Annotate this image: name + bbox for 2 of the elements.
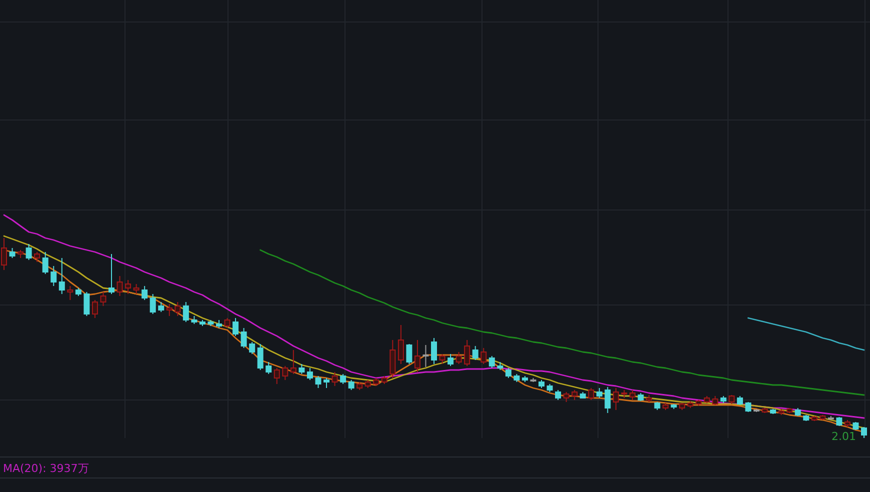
annotation: 2.01 <box>832 430 856 443</box>
text: MA(20): 3937万 <box>3 462 89 475</box>
